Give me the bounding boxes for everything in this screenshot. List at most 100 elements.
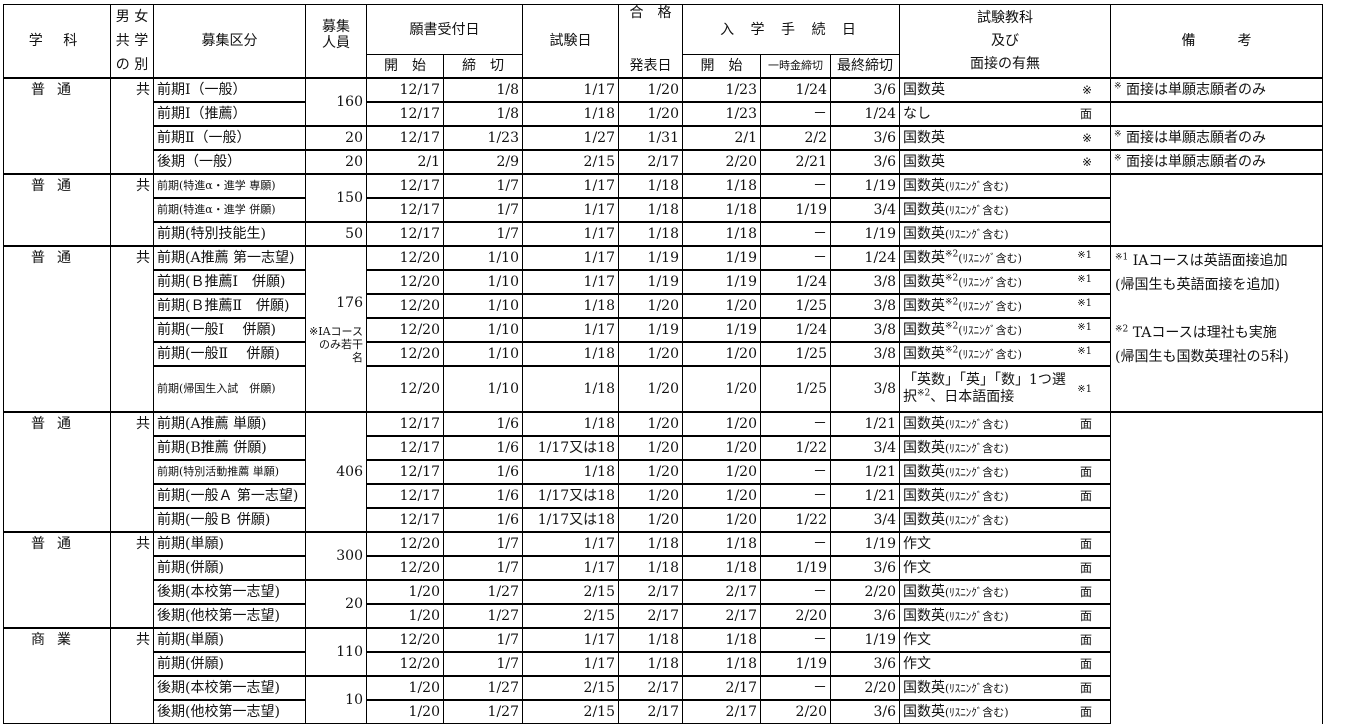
subjects-note: (ﾘｽﾆﾝｸﾞ含む) [958,323,1022,337]
capacity-note: ※IAコースのみ若干名 [309,324,363,364]
category-cell: 後期(他校第一志望) [153,699,306,724]
result-cell: 1/20 [618,77,683,103]
exam-cell: 2/15 [522,149,619,175]
en-start-cell: 2/17 [682,699,761,724]
dept-cell: 普通 [3,411,111,533]
en-start-cell: 1/20 [682,483,761,509]
remarks-footnote: ※ [1114,129,1122,140]
coed-cell: 共 [110,531,154,629]
result-cell: 1/19 [618,269,683,295]
subjects-cell: 国数英(ﾘｽﾆﾝｸﾞ含む) [899,197,1111,223]
table-row: 商業共前期(単願) 110 12/20 1/7 1/17 1/18 1/18 － 1/19 作文面 [3,627,1323,724]
interview-mark: ※1 [1077,346,1092,357]
subjects-note: (ﾘｽﾆﾝｸﾞ含む) [958,275,1022,289]
result-cell: 1/19 [618,245,683,271]
result-cell: 1/18 [618,651,683,677]
header-app-end: 締 切 [443,54,523,79]
en-start-cell: 1/20 [682,459,761,485]
remarks-line: ※1 IAコースは英語面接追加 [1115,249,1318,273]
capacity-cell: 150 [305,173,367,223]
app-end-cell: 1/10 [443,317,523,343]
header-capacity-line: 人員 [322,35,350,51]
subjects-footnote: ※2 [945,272,959,283]
exam-cell: 1/17 [522,317,619,343]
capacity-cell: 110 [305,627,367,677]
subjects-text: 国数英(ﾘｽﾆﾝｸﾞ含む) [903,201,1009,218]
interview-mark: ※1 [1077,250,1092,261]
app-end-cell: 1/7 [443,531,523,557]
table-row: 前期(特進α・進学 併願) 12/17 1/7 1/17 1/18 1/18 1/19 3/4… [4,197,1323,223]
interview-mark: 面 [1079,633,1092,647]
final-cell: 3/8 [830,317,900,343]
table-row: 前期(一般Ⅱ 併願) 12/20 1/10 1/18 1/20 1/20 1/25 3/8 国数… [4,341,1323,367]
final-cell: 2/20 [830,675,900,701]
category-cell: 前期(A推薦 第一志望) [153,245,306,271]
category-cell: 前期(単願) [153,531,306,557]
subjects-text: 国数英(ﾘｽﾆﾝｸﾞ含む) [903,415,1009,432]
remarks-footnote: ※ [1114,81,1122,92]
app-end-cell: 1/27 [443,675,523,701]
deposit-cell: － [760,627,831,653]
subjects-cell: 国数英(ﾘｽﾆﾝｸﾞ含む) [899,221,1111,247]
final-cell: 3/6 [830,699,900,724]
remarks-text: IAコースは英語面接追加 [1128,253,1288,269]
exam-cell: 1/17 [522,245,619,271]
app-end-cell: 1/6 [443,507,523,533]
deposit-cell: 2/20 [760,603,831,629]
app-start-cell: 12/20 [366,365,444,413]
category-cell: 前期(一般Ⅱ 併願) [153,341,306,367]
deposit-cell: － [760,579,831,605]
remarks-text: 面接は単願志願者のみ [1121,130,1266,146]
deposit-cell: － [760,245,831,271]
subjects-note: (ﾘｽﾆﾝｸﾞ含む) [945,681,1009,695]
subjects-note: (ﾘｽﾆﾝｸﾞ含む) [945,179,1009,193]
table-row: 前期(特別活動推薦 単願) 12/17 1/6 1/18 1/20 1/20 － 1/21 国数… [4,459,1323,485]
capacity-value: 406 [336,464,363,480]
app-end-cell: 1/27 [443,603,523,629]
dept-cell: 普通 [3,173,111,247]
result-cell: 1/20 [618,483,683,509]
app-end-cell: 1/10 [443,341,523,367]
admissions-schedule-table: 学 科 男 女 共 学 の 別 募集区分 募集 人員 願書受付日 試験日 合 格… [3,4,1323,724]
header-application: 願書受付日 [366,4,523,55]
remarks-text: (帰国生も国数英理社の5科) [1115,349,1289,365]
remarks-text: TAコースは理社も実施 [1128,325,1277,341]
subjects-text: なし [903,106,931,122]
interview-mark: 面 [1079,585,1092,599]
header-coed-line: 男 女 [115,9,149,25]
app-start-cell: 12/20 [366,651,444,677]
subjects-footnote: ※2 [945,320,959,331]
header-coed-line: 共 学 [115,33,149,49]
header-dept: 学 科 [3,4,111,79]
subjects-text: 「英数」「英」「数」1つ選択※2、日本語面接 [903,372,1066,405]
deposit-cell: 1/19 [760,651,831,677]
subjects-text: 国数英※2(ﾘｽﾆﾝｸﾞ含む) [903,272,1022,290]
dept-cell: 商業 [3,627,111,724]
remarks-text: (帰国生も英語面接を追加) [1115,277,1280,293]
app-start-cell: 12/17 [366,459,444,485]
result-cell: 1/19 [618,317,683,343]
table-row: 後期(他校第一志望) 1/20 1/27 2/15 2/17 2/17 2/20 3/6 国数英… [4,603,1323,629]
app-end-cell: 1/8 [443,77,523,103]
interview-mark: 面 [1079,107,1092,121]
en-start-cell: 1/20 [682,435,761,461]
final-cell: 1/19 [830,221,900,247]
exam-cell: 1/18 [522,459,619,485]
app-start-cell: 12/17 [366,101,444,127]
deposit-cell: 2/2 [760,125,831,151]
coed-cell: 共 [110,411,154,533]
exam-cell: 1/17又は18 [522,483,619,509]
remarks-footnote: ※ [1114,153,1122,164]
remarks-cell: ※ 面接は単願志願者のみ [1110,149,1323,175]
capacity-value: 20 [345,130,363,146]
app-end-cell: 1/23 [443,125,523,151]
exam-cell: 1/17又は18 [522,507,619,533]
deposit-cell: 2/21 [760,149,831,175]
final-cell: 3/6 [830,149,900,175]
result-cell: 1/20 [618,459,683,485]
app-start-cell: 12/17 [366,77,444,103]
interview-mark: ※ [1081,83,1092,97]
table-row: 普通共前期(特進α・進学 専願) 150 12/17 1/7 1/17 1/18 1/18 －… [3,173,1323,247]
subjects-note: (ﾘｽﾆﾝｸﾞ含む) [958,299,1022,313]
app-start-cell: 12/20 [366,293,444,319]
